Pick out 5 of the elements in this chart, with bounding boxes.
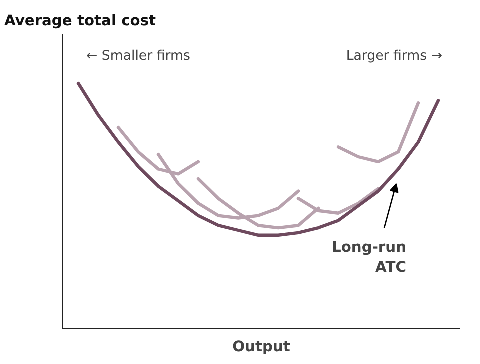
text: Larger firms → xyxy=(346,49,442,64)
y-axis-title: Average total cost xyxy=(4,12,156,30)
annotation: Long-run ATC xyxy=(332,238,407,276)
x-axis-title: Output xyxy=(232,338,290,356)
text: ← Smaller firms xyxy=(86,49,190,64)
